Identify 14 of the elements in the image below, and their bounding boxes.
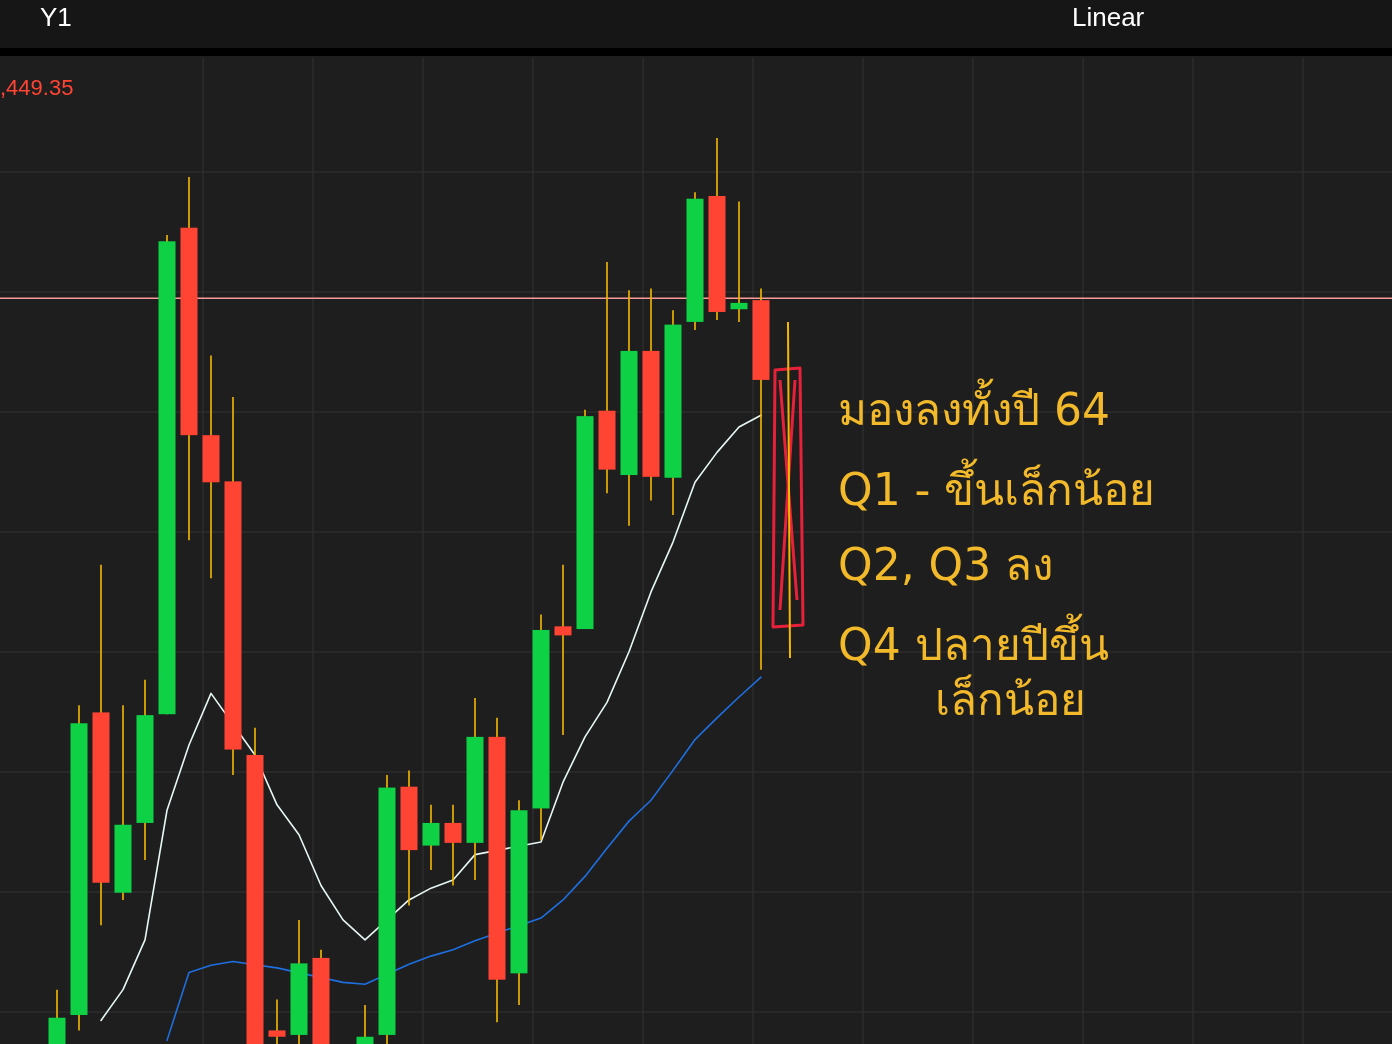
candlestick <box>444 804 462 887</box>
candlestick <box>268 998 286 1044</box>
text: Q2, Q3 ลง <box>838 539 1054 590</box>
candlestick <box>422 804 440 871</box>
text: เล็กน้อย <box>935 674 1086 725</box>
text: Linear <box>1072 2 1145 32</box>
candlestick <box>356 1004 374 1044</box>
candlestick <box>554 563 572 736</box>
text: มองลงทั้งปี 64 <box>838 378 1110 435</box>
text: Y1 <box>40 2 72 32</box>
candlestick <box>730 200 748 323</box>
text: Q1 - ขึ้นเล็กน้อย <box>838 458 1156 515</box>
text: Q4 ปลายปีขึ้น <box>838 613 1109 670</box>
text: ,449.35 <box>0 75 74 100</box>
